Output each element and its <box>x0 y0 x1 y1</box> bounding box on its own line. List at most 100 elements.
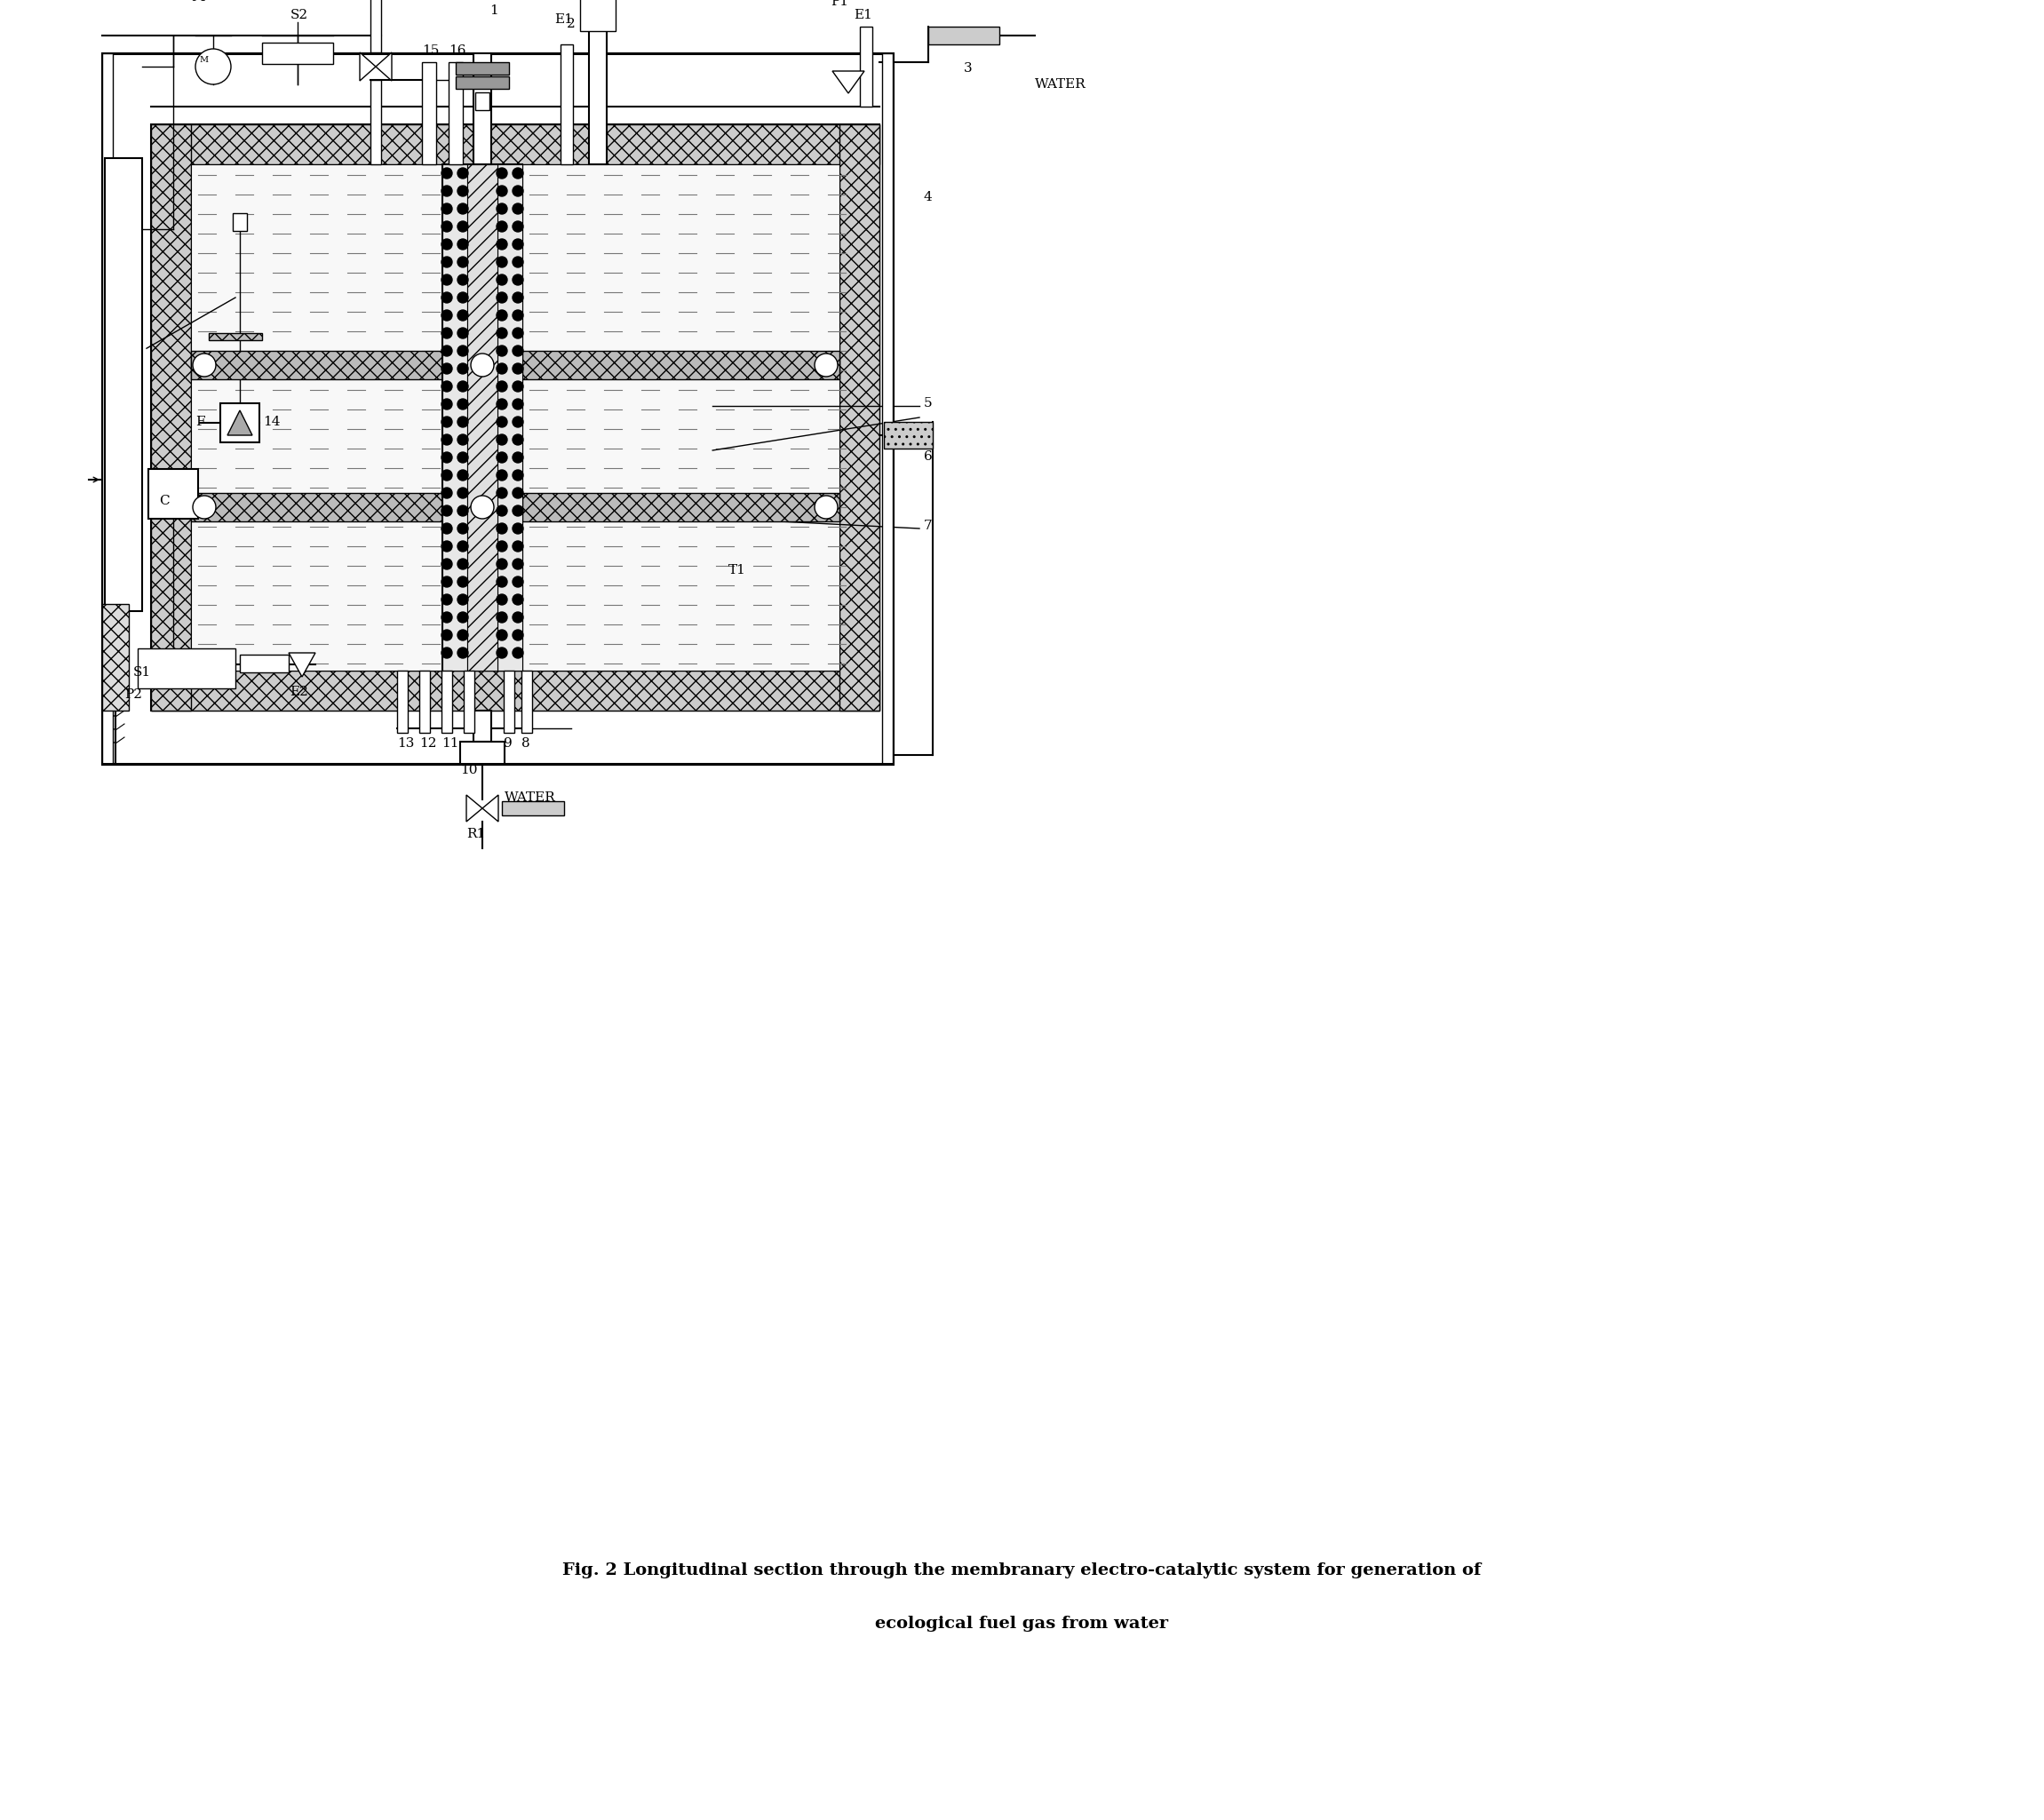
Bar <box>104 158 143 612</box>
Circle shape <box>497 648 507 659</box>
Circle shape <box>442 346 452 357</box>
Circle shape <box>442 451 452 462</box>
Bar <box>560 44 572 164</box>
Circle shape <box>497 559 507 570</box>
Bar <box>262 42 333 64</box>
Circle shape <box>458 559 468 570</box>
Text: 8: 8 <box>521 737 529 750</box>
Circle shape <box>442 204 452 215</box>
Circle shape <box>442 417 452 428</box>
Bar <box>476 93 489 111</box>
Bar <box>102 53 893 764</box>
Text: 2: 2 <box>566 18 576 31</box>
Circle shape <box>513 186 523 197</box>
Circle shape <box>513 522 523 533</box>
Bar <box>474 710 491 743</box>
Circle shape <box>497 399 507 410</box>
Circle shape <box>497 541 507 551</box>
Text: 6: 6 <box>924 450 932 462</box>
Circle shape <box>497 506 507 517</box>
Bar <box>442 164 468 670</box>
Bar <box>474 53 491 164</box>
Circle shape <box>442 506 452 517</box>
Text: M: M <box>190 0 204 4</box>
Circle shape <box>497 522 507 533</box>
Text: WATER: WATER <box>505 792 556 804</box>
Circle shape <box>192 495 217 519</box>
Circle shape <box>192 353 217 377</box>
Bar <box>102 53 112 764</box>
Circle shape <box>458 595 468 604</box>
Circle shape <box>816 495 838 519</box>
Text: F: F <box>196 415 204 428</box>
Bar <box>419 670 429 733</box>
Circle shape <box>497 293 507 302</box>
Circle shape <box>497 630 507 641</box>
Circle shape <box>458 222 468 231</box>
Text: 9: 9 <box>503 737 513 750</box>
Circle shape <box>458 630 468 641</box>
Circle shape <box>513 612 523 622</box>
Circle shape <box>513 167 523 178</box>
Circle shape <box>513 541 523 551</box>
Circle shape <box>513 506 523 517</box>
Bar <box>190 164 442 670</box>
Text: E2: E2 <box>290 686 309 699</box>
Circle shape <box>513 222 523 231</box>
Circle shape <box>196 49 231 84</box>
Circle shape <box>513 648 523 659</box>
Circle shape <box>442 559 452 570</box>
Circle shape <box>442 577 452 588</box>
Text: 10: 10 <box>460 764 478 777</box>
Circle shape <box>497 328 507 339</box>
Bar <box>928 27 1000 44</box>
Circle shape <box>497 204 507 215</box>
Circle shape <box>497 238 507 249</box>
Circle shape <box>442 293 452 302</box>
Bar <box>523 493 840 521</box>
Circle shape <box>816 353 838 377</box>
Circle shape <box>458 309 468 320</box>
Polygon shape <box>832 71 865 93</box>
Text: P2: P2 <box>125 688 143 701</box>
Circle shape <box>442 380 452 391</box>
Circle shape <box>458 399 468 410</box>
Circle shape <box>513 275 523 286</box>
Text: T1: T1 <box>728 564 746 577</box>
Circle shape <box>513 380 523 391</box>
Bar <box>523 164 840 670</box>
Circle shape <box>497 167 507 178</box>
Circle shape <box>458 470 468 480</box>
Circle shape <box>497 257 507 268</box>
Bar <box>151 670 879 710</box>
Bar <box>456 76 509 89</box>
Bar <box>190 351 442 379</box>
Circle shape <box>458 648 468 659</box>
Circle shape <box>458 186 468 197</box>
Polygon shape <box>360 53 392 80</box>
Circle shape <box>442 238 452 249</box>
Circle shape <box>513 257 523 268</box>
Bar <box>370 0 380 53</box>
Text: R1: R1 <box>466 828 484 841</box>
Circle shape <box>458 238 468 249</box>
Circle shape <box>442 364 452 373</box>
Text: ecological fuel gas from water: ecological fuel gas from water <box>875 1616 1169 1633</box>
Text: 7: 7 <box>924 521 932 531</box>
Circle shape <box>497 488 507 499</box>
Bar <box>448 62 462 164</box>
Bar <box>442 670 452 733</box>
Circle shape <box>458 380 468 391</box>
Circle shape <box>513 238 523 249</box>
Bar <box>503 670 515 733</box>
Text: E1: E1 <box>554 13 572 25</box>
Text: 3: 3 <box>965 62 973 75</box>
Circle shape <box>442 630 452 641</box>
Circle shape <box>458 612 468 622</box>
Bar <box>151 124 190 710</box>
Circle shape <box>442 522 452 533</box>
Circle shape <box>442 612 452 622</box>
Bar <box>589 18 607 164</box>
Text: 14: 14 <box>264 415 280 428</box>
Circle shape <box>497 222 507 231</box>
